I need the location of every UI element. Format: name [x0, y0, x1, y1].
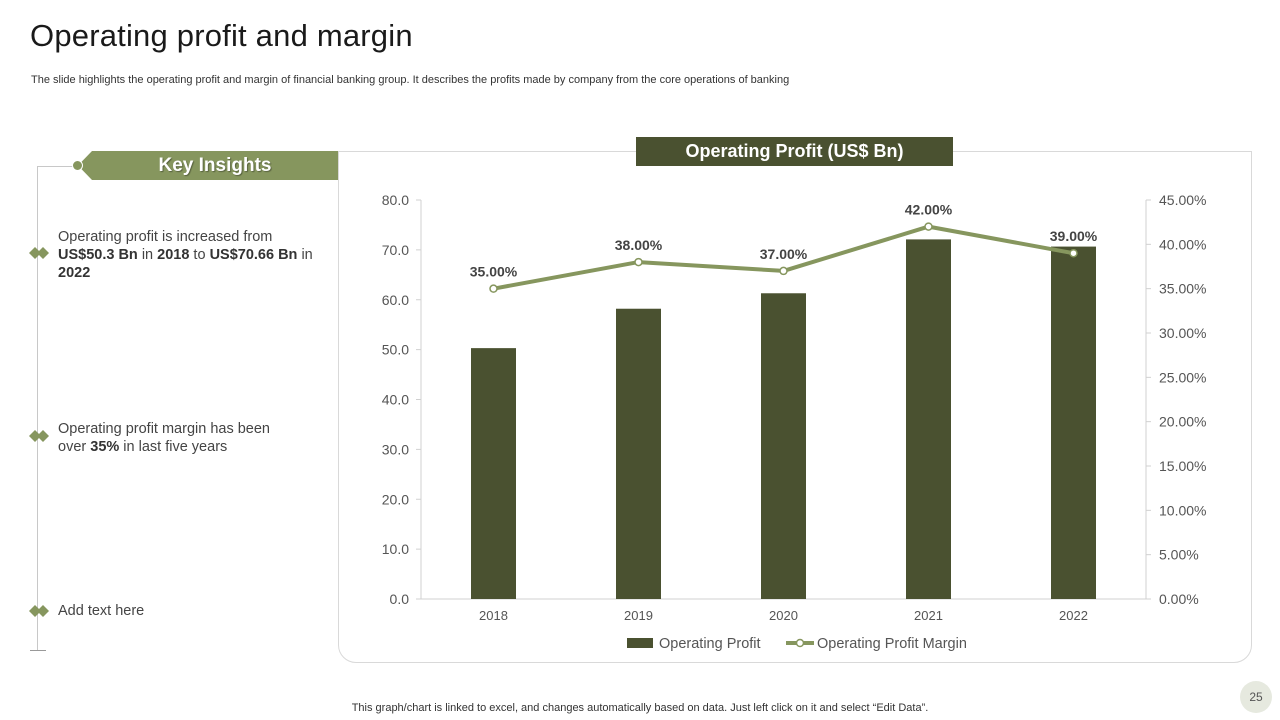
insight-item-2: Operating profit margin has been over 35…: [58, 420, 288, 456]
bar-2021: [906, 239, 951, 599]
legend-label-operating-profit: Operating Profit: [659, 636, 761, 652]
page-number: 25: [1240, 681, 1272, 713]
y-right-tick-label: 40.00%: [1159, 236, 1206, 252]
insight-1-text: in: [297, 247, 313, 263]
insight-item-1: Operating profit is increased from US$50…: [58, 228, 318, 282]
y-right-tick-label: 20.00%: [1159, 414, 1206, 430]
legend-label-margin: Operating Profit Margin: [817, 636, 967, 652]
chart-title: Operating Profit (US$ Bn): [685, 141, 904, 161]
y-left-tick-label: 80.0: [382, 192, 409, 208]
insight-1-text: to: [189, 247, 210, 263]
y-left-tick-label: 10.0: [382, 541, 409, 557]
legend-bar-swatch: [627, 638, 653, 648]
margin-data-label: 39.00%: [1050, 228, 1098, 244]
x-tick-label: 2022: [1059, 608, 1088, 623]
double-chevron-icon: [29, 605, 49, 617]
insight-1-value-end: US$70.66 Bn: [209, 247, 298, 263]
y-right-tick-label: 25.00%: [1159, 369, 1206, 385]
margin-point-2019: [634, 257, 643, 267]
legend-line-marker: [795, 638, 805, 648]
timeline-end-tick: [30, 650, 46, 651]
bar-2022: [1051, 246, 1096, 599]
y-left-tick-label: 50.0: [382, 342, 409, 358]
bar-2020: [761, 293, 806, 599]
y-right-tick-label: 30.00%: [1159, 325, 1206, 341]
y-left-tick-label: 60.0: [382, 292, 409, 308]
y-right-tick-label: 10.00%: [1159, 502, 1206, 518]
page-title: Operating profit and margin: [30, 18, 413, 53]
double-chevron-icon: [29, 247, 49, 259]
insight-1-value-start: US$50.3 Bn: [58, 247, 138, 263]
y-left-tick-label: 40.0: [382, 392, 409, 408]
y-right-tick-label: 35.00%: [1159, 281, 1206, 297]
margin-point-2021: [924, 222, 933, 231]
insight-1-year-start: 2018: [157, 247, 190, 263]
footer-note: This graph/chart is linked to excel, and…: [351, 702, 929, 714]
margin-data-label: 42.00%: [905, 202, 953, 218]
insight-2-text: Operating profit margin has been over: [58, 421, 270, 455]
bar-2019: [616, 308, 661, 599]
margin-point-2018: [489, 284, 498, 293]
y-right-tick-label: 0.00%: [1159, 591, 1199, 607]
margin-data-label: 38.00%: [615, 237, 663, 253]
page-subtitle: The slide highlights the operating profi…: [31, 74, 790, 86]
y-right-tick-label: 15.00%: [1159, 458, 1206, 474]
timeline-connector: [37, 166, 77, 167]
insight-1-year-end: 2022: [58, 265, 91, 281]
chart-title-banner: Operating Profit (US$ Bn): [636, 137, 953, 166]
insight-item-3[interactable]: Add text here: [58, 603, 145, 619]
margin-data-label: 35.00%: [470, 264, 518, 280]
key-insights-banner: Key Insights: [78, 151, 338, 180]
x-tick-label: 2020: [769, 608, 798, 623]
y-left-tick-label: 20.0: [382, 491, 409, 507]
insight-2-value: 35%: [90, 439, 120, 455]
y-right-tick-label: 5.00%: [1159, 547, 1199, 563]
double-chevron-icon: [29, 430, 49, 442]
timeline-line: [37, 166, 38, 650]
insight-2-text: in last five years: [119, 439, 228, 455]
y-left-tick-label: 70.0: [382, 242, 409, 258]
x-tick-label: 2021: [914, 608, 943, 623]
insight-1-text: in: [137, 247, 158, 263]
y-left-tick-label: 30.0: [382, 441, 409, 457]
insight-1-text: Operating profit is increased from: [58, 229, 273, 245]
margin-data-label: 37.00%: [760, 246, 808, 262]
margin-point-2022: [1069, 248, 1078, 258]
bar-2018: [471, 348, 516, 599]
x-tick-label: 2018: [479, 608, 508, 623]
banner-dot-icon: [72, 160, 83, 171]
x-tick-label: 2019: [624, 608, 653, 623]
key-insights-title: Key Insights: [158, 154, 272, 176]
margin-point-2020: [779, 266, 788, 276]
y-left-tick-label: 0.0: [390, 591, 410, 607]
y-right-tick-label: 45.00%: [1159, 192, 1206, 208]
